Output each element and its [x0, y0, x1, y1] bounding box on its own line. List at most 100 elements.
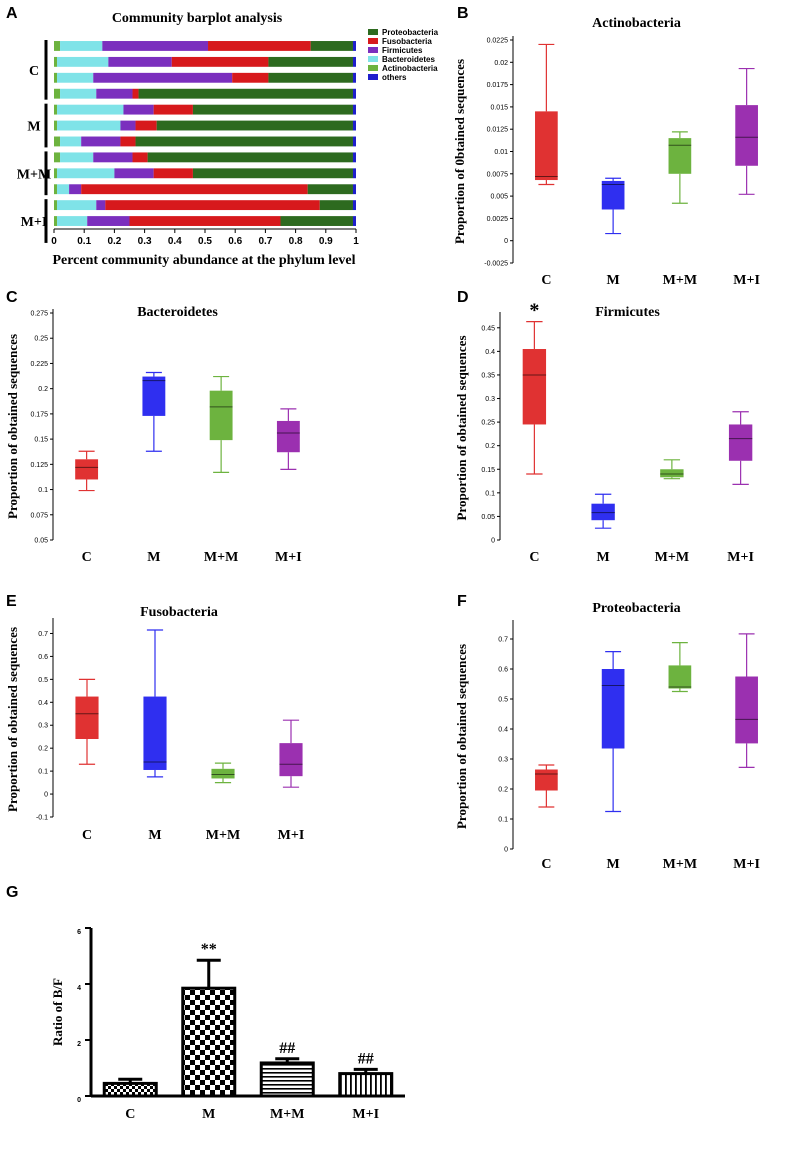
y-tick-label: 0.02	[494, 60, 508, 67]
panel-label-d: D	[457, 289, 469, 306]
stack-segment-firmicutes	[69, 184, 82, 195]
x-tick-label: 1	[353, 236, 359, 247]
category-label: C	[125, 1107, 135, 1122]
stack-segment-actinobacteria	[54, 184, 58, 195]
y-axis-label: Proportion of obtained sequences	[5, 334, 20, 519]
stack-segment-firmicutes	[108, 56, 172, 67]
panel-label-g: G	[6, 884, 18, 901]
y-tick-label: -0.0025	[484, 261, 508, 268]
stack-segment-proteobacteria	[268, 72, 353, 83]
y-tick-label: 0.075	[30, 512, 48, 519]
stack-segment-bacteroidetes	[57, 104, 124, 115]
y-tick-label: 0.05	[34, 538, 48, 545]
stack-segment-fusobacteria	[129, 216, 281, 226]
y-axis-label: Proportion of 0btained sequences	[452, 59, 467, 244]
y-tick-label: 0	[504, 847, 508, 854]
panel-label-f: F	[457, 593, 467, 610]
y-tick-label: 0.7	[498, 637, 508, 644]
box-mm	[211, 768, 235, 779]
legend-swatch	[368, 29, 378, 35]
x-tick-label: 0	[51, 236, 57, 247]
y-tick-label: 0.25	[34, 336, 48, 343]
y-tick-label: 0.275	[30, 311, 48, 318]
category-label: M+M	[206, 828, 240, 843]
group-label: M+M	[17, 167, 51, 182]
panel-label-b: B	[457, 5, 469, 22]
group-label: C	[29, 64, 39, 79]
y-tick-label: 0.25	[481, 420, 495, 427]
x-tick-label: 0.9	[319, 236, 333, 247]
stack-segment-proteobacteria	[147, 152, 353, 163]
box-c	[75, 696, 99, 739]
stack-segment-others	[352, 104, 356, 115]
y-axis-label: Proportion of obtained sequences	[454, 335, 469, 520]
y-tick-label: 0.0225	[487, 38, 509, 45]
y-tick-label: 0.0075	[487, 171, 509, 178]
bar-c	[102, 1081, 158, 1098]
stack-segment-bacteroidetes	[57, 120, 121, 131]
box-mi	[735, 676, 758, 744]
box-c	[75, 459, 99, 480]
stack-segment-others	[352, 216, 356, 226]
stack-segment-bacteroidetes	[60, 152, 94, 163]
stack-segment-others	[352, 152, 356, 163]
category-label: C	[82, 550, 92, 565]
y-tick-label: 0.5	[498, 697, 508, 704]
stack-segment-others	[352, 136, 356, 147]
category-label: M+I	[352, 1107, 379, 1122]
stack-segment-others	[352, 56, 356, 67]
stack-segment-firmicutes	[102, 41, 209, 51]
legend-swatch	[368, 38, 378, 44]
stack-segment-firmicutes	[87, 216, 130, 226]
legend-label: Bacteroidetes	[382, 55, 435, 64]
y-tick-label: 0.0125	[487, 127, 509, 134]
box-m	[601, 180, 625, 210]
stack-segment-actinobacteria	[54, 41, 61, 51]
y-tick-label: 2	[77, 1041, 81, 1048]
stack-segment-actinobacteria	[54, 136, 61, 147]
stack-segment-firmicutes	[114, 168, 154, 179]
box-mi	[728, 424, 753, 461]
category-label: C	[529, 550, 539, 565]
y-tick-label: 0.125	[30, 462, 48, 469]
stack-segment-fusobacteria	[171, 56, 269, 67]
y-tick-label: 0	[44, 792, 48, 799]
y-tick-label: 0.6	[38, 654, 48, 661]
stack-segment-proteobacteria	[192, 104, 353, 115]
legend-swatch	[368, 47, 378, 53]
stack-segment-bacteroidetes	[57, 168, 115, 179]
stack-segment-bacteroidetes	[60, 88, 97, 99]
box-m	[143, 696, 167, 770]
stack-segment-others	[352, 72, 356, 83]
stack-segment-actinobacteria	[54, 72, 58, 83]
chart-title: Fusobacteria	[140, 605, 218, 620]
y-tick-label: 0.3	[38, 723, 48, 730]
y-tick-label: 0.35	[481, 372, 495, 379]
legend-swatch	[368, 56, 378, 62]
y-tick-label: 0.1	[38, 769, 48, 776]
y-axis-label: Ratio of B/F	[50, 978, 65, 1046]
y-tick-label: 0.2	[38, 746, 48, 753]
stack-segment-others	[352, 120, 356, 131]
category-label: M+I	[733, 273, 760, 288]
category-label: M+I	[275, 550, 302, 565]
stack-segment-bacteroidetes	[60, 136, 82, 147]
y-tick-label: 0.4	[498, 727, 508, 734]
y-tick-label: 0.2	[485, 443, 495, 450]
y-tick-label: 0.0025	[487, 216, 509, 223]
panel-label-a: A	[6, 5, 18, 22]
box-mm	[668, 138, 692, 174]
category-label: C	[541, 273, 551, 288]
chart-title: Firmicutes	[595, 305, 660, 320]
stack-segment-bacteroidetes	[57, 200, 97, 211]
stack-segment-firmicutes	[120, 120, 136, 131]
y-tick-label: 0.15	[481, 467, 495, 474]
category-label: M+M	[663, 857, 697, 872]
y-tick-label: 0.4	[38, 700, 48, 707]
stack-segment-others	[352, 200, 356, 211]
bar-mi	[338, 1072, 394, 1098]
legend-swatch	[368, 65, 378, 71]
chart-title: Proteobacteria	[592, 601, 680, 616]
category-label: M+M	[270, 1107, 304, 1122]
group-label: M+I	[21, 215, 48, 230]
